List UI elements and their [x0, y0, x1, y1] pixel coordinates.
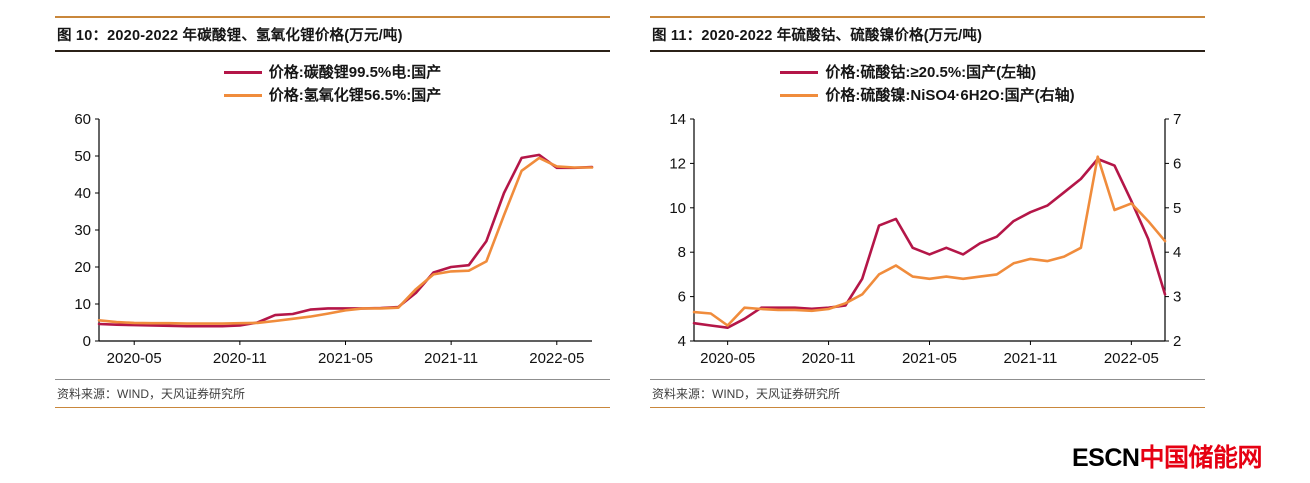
y-tick-label-right: 6 — [1173, 155, 1181, 172]
chart-legend: 价格:硫酸钴:≥20.5%:国产(左轴) 价格:硫酸镍:NiSO4·6H2O:国… — [780, 61, 1075, 107]
legend-label: 价格:硫酸镍:NiSO4·6H2O:国产(右轴) — [825, 87, 1075, 104]
escn-logo-text: ESCN — [1072, 444, 1140, 472]
y-tick-label: 8 — [678, 244, 686, 261]
legend-label: 价格:氢氧化锂56.5%:国产 — [268, 87, 442, 104]
x-tick-label: 2020-11 — [802, 350, 856, 367]
y-tick-label: 6 — [678, 289, 686, 306]
legend-label: 价格:硫酸钴:≥20.5%:国产(左轴) — [825, 64, 1037, 81]
legend-item: 价格:硫酸钴:≥20.5%:国产(左轴) — [780, 61, 1074, 84]
chart-legend: 价格:碳酸锂99.5%电:国产 价格:氢氧化锂56.5%:国产 — [223, 61, 442, 107]
price-line-chart: 4 6 8 10 12 14 2 3 4 5 6 7 2020-05 2020-11 2021-05 2021… — [669, 111, 1181, 367]
series-line-0 — [97, 153, 594, 328]
figure-title: 图 11：2020-2022 年硫酸钴、硫酸镍价格(万元/吨) — [650, 16, 1205, 52]
legend-line-swatch — [780, 71, 819, 74]
y-tick-label: 20 — [74, 259, 91, 276]
figure-title: 图 10：2020-2022 年碳酸锂、氢氧化锂价格(万元/吨) — [55, 16, 610, 52]
y-tick-label: 50 — [74, 148, 91, 165]
x-tick-label: 2021-11 — [1003, 350, 1057, 367]
data-source: 资料来源：WIND，天风证券研究所 — [650, 379, 1205, 408]
series-line-1 — [97, 156, 594, 325]
y-tick-label: 0 — [83, 333, 91, 350]
y-tick-label: 30 — [74, 222, 91, 239]
y-tick-label-right: 5 — [1173, 200, 1181, 217]
y-tick-label: 40 — [74, 185, 91, 202]
x-tick-label: 2022-05 — [1104, 350, 1159, 367]
site-name-text: 中国储能网 — [1139, 444, 1262, 472]
data-source: 资料来源：WIND，天风证券研究所 — [55, 379, 610, 408]
y-tick-label-right: 7 — [1173, 111, 1181, 128]
y-tick-label: 12 — [669, 155, 686, 172]
y-tick-label-right: 2 — [1173, 333, 1181, 350]
x-tick-label: 2021-05 — [902, 350, 957, 367]
y-tick-label-right: 3 — [1173, 289, 1181, 306]
series-line-0 — [692, 157, 1167, 329]
y-tick-label: 14 — [669, 111, 686, 128]
figure-11-panel: 图 11：2020-2022 年硫酸钴、硫酸镍价格(万元/吨) 价格:硫酸钴:≥… — [650, 16, 1205, 408]
x-tick-label: 2020-05 — [107, 350, 162, 367]
series-line-1 — [692, 155, 1167, 327]
legend-line-swatch — [223, 94, 262, 97]
x-tick-label: 2021-05 — [318, 350, 373, 367]
x-tick-label: 2022-05 — [529, 350, 584, 367]
legend-line-swatch — [780, 94, 819, 97]
y-tick-label-right: 4 — [1173, 244, 1181, 261]
legend-label: 价格:碳酸锂99.5%电:国产 — [268, 64, 442, 81]
y-tick-label: 4 — [678, 333, 686, 350]
legend-line-swatch — [223, 71, 262, 74]
legend-item: 价格:氢氧化锂56.5%:国产 — [223, 84, 442, 107]
figure-10-panel: 图 10：2020-2022 年碳酸锂、氢氧化锂价格(万元/吨) 价格:碳酸锂9… — [55, 16, 610, 408]
legend-item: 价格:硫酸镍:NiSO4·6H2O:国产(右轴) — [780, 84, 1075, 107]
price-line-chart: 0 10 20 30 40 50 60 2020-05 2020-11 2021-05 2021-1… — [74, 111, 594, 367]
x-tick-label: 2020-05 — [700, 350, 755, 367]
y-tick-label: 60 — [74, 111, 91, 128]
x-tick-label: 2021-11 — [424, 350, 478, 367]
legend-item: 价格:碳酸锂99.5%电:国产 — [223, 61, 442, 84]
y-tick-label: 10 — [669, 200, 686, 217]
escn-logo: ESCN中国储能网 — [1072, 438, 1262, 474]
y-tick-label: 10 — [74, 296, 91, 313]
x-tick-label: 2020-11 — [213, 350, 267, 367]
